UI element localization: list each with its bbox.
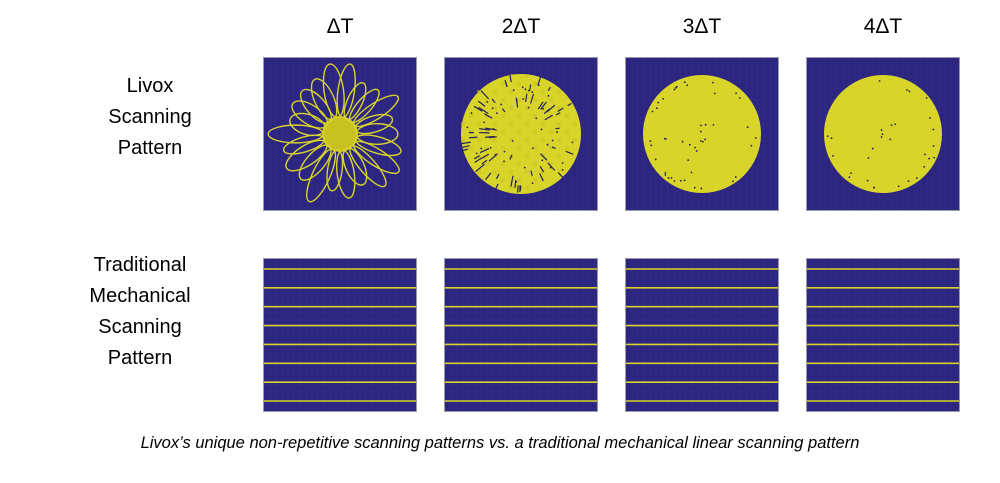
rosette-petal [306, 148, 337, 203]
column-header-1: ΔT [326, 15, 354, 38]
livox-pattern-tile-1 [264, 58, 416, 210]
rosette-petal [355, 123, 399, 145]
rosette-petal [299, 88, 332, 124]
rosette-petal [322, 63, 345, 119]
rosette-petal [348, 88, 380, 124]
rosette-petal [282, 134, 326, 155]
rosette-petal [336, 63, 356, 119]
scan-lines [264, 268, 416, 402]
row-label-livox-line-2: Scanning [108, 106, 192, 128]
livox-pattern-tile-3 [626, 58, 778, 210]
traditional-pattern-tile-2 [445, 259, 597, 411]
rosette-petal [354, 134, 402, 157]
rosette-petal [326, 149, 344, 192]
uncovered-points [466, 84, 574, 185]
rosette-petal [267, 124, 324, 144]
livox-pattern-plot-2 [445, 58, 597, 210]
rosette-petal [352, 140, 400, 175]
row-label-livox: Livox Scanning Pattern [80, 71, 220, 164]
livox-pattern-plot-4 [807, 58, 959, 210]
row-label-traditional-line-4: Pattern [107, 347, 173, 369]
tile-background [264, 259, 416, 411]
livox-pattern-tile-4 [807, 58, 959, 210]
rosette-petals [267, 63, 402, 203]
traditional-pattern-tile-4 [807, 259, 959, 411]
coverage-disk [643, 75, 761, 193]
livox-pattern-tile-2 [445, 58, 597, 210]
rosette-core [322, 116, 358, 152]
row-label-livox-line-3: Pattern [117, 137, 183, 159]
traditional-pattern-plot-4 [807, 259, 959, 411]
scan-lines [445, 268, 597, 402]
traditional-pattern-plot-1 [264, 259, 416, 411]
livox-pattern-plot-3 [626, 58, 778, 210]
rosette-petal [354, 113, 394, 135]
uncovered-streaks [461, 74, 574, 193]
rosette-petal [335, 149, 356, 199]
uncovered-points [826, 80, 936, 189]
row-label-traditional: Traditional Mechanical Scanning Pattern [60, 250, 220, 374]
row-label-traditional-line-2: Mechanical [89, 285, 191, 307]
row-label-traditional-line-1: Traditional [93, 254, 187, 276]
traditional-pattern-tile-3 [626, 259, 778, 411]
traditional-pattern-plot-3 [626, 259, 778, 411]
figure-caption: Livox’s unique non-repetitive scanning p… [140, 434, 860, 452]
scan-lines [626, 268, 778, 402]
livox-pattern-plot-1 [264, 58, 416, 210]
rosette-petal [291, 100, 329, 129]
row-label-traditional-line-3: Scanning [98, 316, 182, 338]
rosette-petal [310, 78, 338, 121]
rosette-petal [349, 145, 387, 188]
scan-lines [807, 268, 959, 402]
rosette-petal [343, 81, 367, 121]
traditional-pattern-tile-1 [264, 259, 416, 411]
column-header-2: 2ΔT [501, 15, 541, 38]
column-header-4: 4ΔT [863, 15, 903, 38]
rosette-petal [285, 139, 328, 172]
traditional-pattern-plot-2 [445, 259, 597, 411]
tile-background [626, 259, 778, 411]
tile-background [807, 259, 959, 411]
rosette-petal [352, 94, 400, 128]
rosette-petal [298, 144, 332, 181]
row-label-livox-line-1: Livox [126, 75, 174, 97]
uncovered-points [649, 81, 757, 190]
tile-background [445, 259, 597, 411]
rosette-petal [342, 147, 368, 186]
column-header-3: 3ΔT [682, 15, 722, 38]
